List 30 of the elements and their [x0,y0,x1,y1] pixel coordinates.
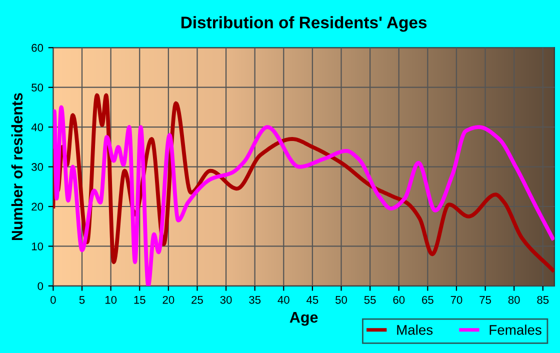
x-tick-label: 45 [306,296,318,304]
x-tick-label: 25 [192,296,203,304]
y-tick-label: 50 [32,84,44,92]
x-tick-label: 5 [79,296,85,304]
y-tick-label: 60 [32,44,44,52]
y-tick-label: 20 [32,202,44,211]
x-tick-label: 0 [50,296,56,304]
x-tick-label: 85 [537,296,549,304]
legend-label: Males [397,324,433,335]
y-axis-title: Number of residents [11,93,23,240]
x-tick-label: 65 [422,296,434,304]
x-tick-label: 60 [393,296,405,304]
y-tick-label: 40 [31,123,44,132]
x-tick-label: 50 [336,296,347,304]
chart-title: Distribution of Residents' Ages [181,16,427,32]
x-tick-label: 70 [450,296,462,304]
x-tick-label: 40 [278,296,290,304]
x-tick-label: 55 [364,296,376,304]
x-tick-label: 30 [220,296,232,304]
x-axis-title: Age [290,312,318,326]
y-tick-label: 30 [32,163,44,171]
x-tick-label: 15 [134,296,146,304]
x-tick-label: 80 [508,296,520,304]
x-tick-label: 10 [105,296,117,304]
y-tick-label: 0 [38,282,44,290]
x-tick-label: 20 [162,296,174,304]
y-tick-label: 10 [32,242,44,250]
x-tick-label: 35 [249,296,261,304]
x-tick-label: 75 [480,296,491,304]
legend-label: Females [490,324,542,335]
